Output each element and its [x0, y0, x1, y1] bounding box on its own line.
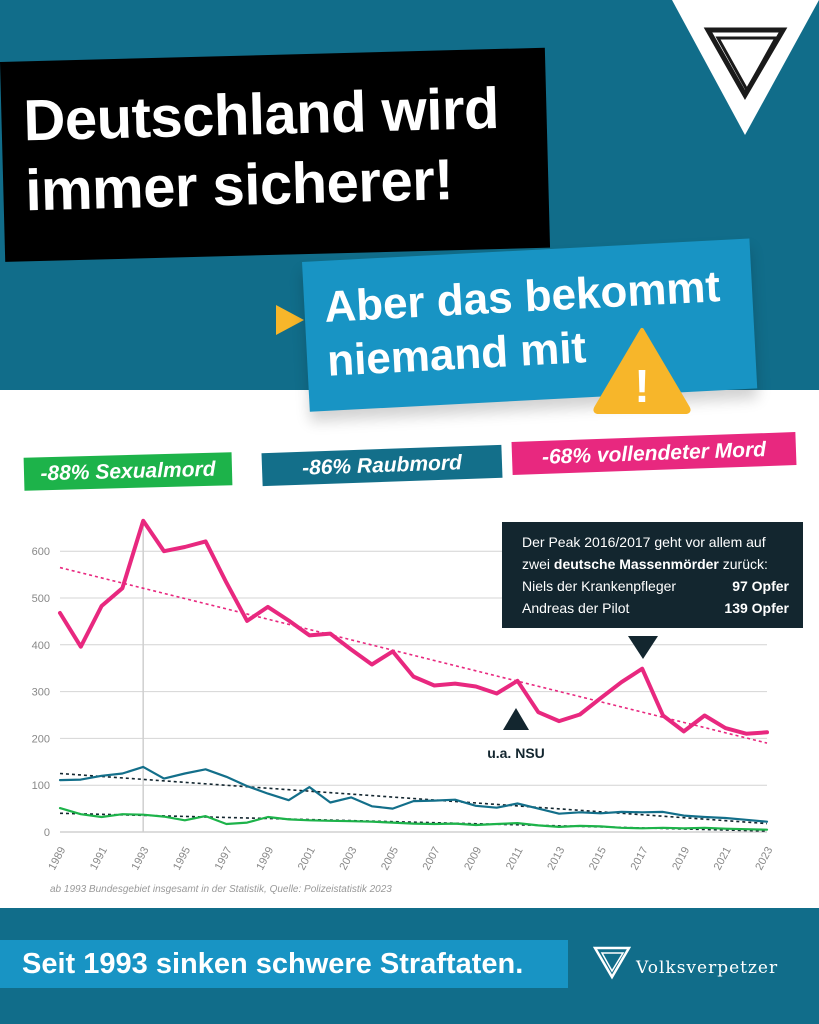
- note-row-1-name: Niels der Krankenpfleger: [522, 578, 677, 594]
- series-line-mord: [58, 518, 769, 736]
- y-tick-0: 0: [44, 827, 50, 839]
- legend-chip-raubmord: -86% Raubmord: [261, 444, 503, 487]
- brand-logo-icon: [593, 946, 631, 980]
- page-title-line-2: immer sicherer!: [24, 147, 454, 224]
- x-tick-2003: 2003: [337, 845, 359, 872]
- y-tick-500: 500: [32, 593, 50, 605]
- annotation-nsu: u.a. NSU: [487, 745, 545, 761]
- y-tick-300: 300: [32, 687, 50, 699]
- y-tick-400: 400: [32, 640, 50, 652]
- trend-line-raubmord: [59, 772, 768, 825]
- footer-box: Seit 1993 sinken schwere Straftaten.: [0, 940, 568, 988]
- legend-chip-mord: -68% vollendeter Mord: [511, 432, 797, 475]
- series-line-raubmord: [58, 765, 769, 823]
- triangle-logo-icon: [672, 0, 819, 135]
- note-row-1-value: 97 Opfer: [732, 578, 789, 594]
- x-tick-2023: 2023: [753, 845, 775, 872]
- x-tick-2001: 2001: [296, 845, 318, 872]
- x-tick-2011: 2011: [504, 845, 526, 872]
- source-note: ab 1993 Bundesgebiet insgesamt in der St…: [50, 884, 392, 895]
- series-lines: [58, 518, 769, 831]
- warning-icon: !: [593, 328, 691, 414]
- note-line-2: zwei deutsche Massenmörder zurück:: [522, 556, 768, 572]
- y-tick-100: 100: [32, 780, 50, 792]
- note-line-1: Der Peak 2016/2017 geht vor allem auf: [522, 534, 766, 550]
- play-arrow-icon: [276, 305, 304, 335]
- x-tick-2007: 2007: [421, 845, 443, 872]
- x-tick-2019: 2019: [670, 845, 692, 872]
- x-tick-1993: 1993: [129, 845, 151, 872]
- note-row-2-name: Andreas der Pilot: [522, 600, 630, 616]
- x-tick-2017: 2017: [629, 845, 651, 872]
- subtitle-line-2: niemand mit: [325, 323, 588, 386]
- y-axis-ticks: 0 100 200 300 400 500 600: [32, 546, 50, 839]
- note-row-2-value: 139 Opfer: [724, 600, 789, 616]
- x-tick-2005: 2005: [379, 845, 401, 872]
- line-chart: 0 100 200 300 400 500 600 1989 1991 1993 1995 1997…: [32, 518, 775, 872]
- subtitle-line-1: Aber das bekommt: [323, 262, 722, 332]
- x-tick-1991: 1991: [88, 845, 110, 872]
- x-tick-2013: 2013: [545, 845, 567, 872]
- x-tick-1989: 1989: [46, 845, 68, 872]
- x-tick-1999: 1999: [254, 845, 276, 872]
- legend-chip-sexualmord: -88% Sexualmord: [23, 452, 233, 491]
- x-tick-2021: 2021: [712, 845, 734, 872]
- y-tick-600: 600: [32, 546, 50, 558]
- brand-name: Volksverpetzer: [636, 958, 779, 978]
- marker-triangle-down-icon: [628, 636, 658, 659]
- title-box: Deutschland wird immer sicherer!: [0, 47, 551, 262]
- warning-mark: !: [634, 360, 649, 412]
- y-tick-200: 200: [32, 733, 50, 745]
- x-tick-1997: 1997: [213, 845, 235, 872]
- footer-text: Seit 1993 sinken schwere Straftaten.: [22, 948, 524, 980]
- x-axis-ticks: 1989 1991 1993 1995 1997 1999 2001 2003 2005 2007…: [46, 845, 775, 872]
- trend-line-mord: [59, 566, 768, 744]
- chart-annotations: u.a. NSU: [487, 636, 658, 761]
- page-title-line-1: Deutschland wird: [22, 75, 500, 154]
- series-line-sexualmord: [58, 806, 769, 831]
- x-tick-1995: 1995: [171, 845, 193, 872]
- x-tick-2009: 2009: [462, 845, 484, 872]
- marker-triangle-up-icon: [503, 708, 529, 730]
- annotation-box: Der Peak 2016/2017 geht vor allem auf zw…: [502, 522, 803, 628]
- x-tick-2015: 2015: [587, 845, 609, 872]
